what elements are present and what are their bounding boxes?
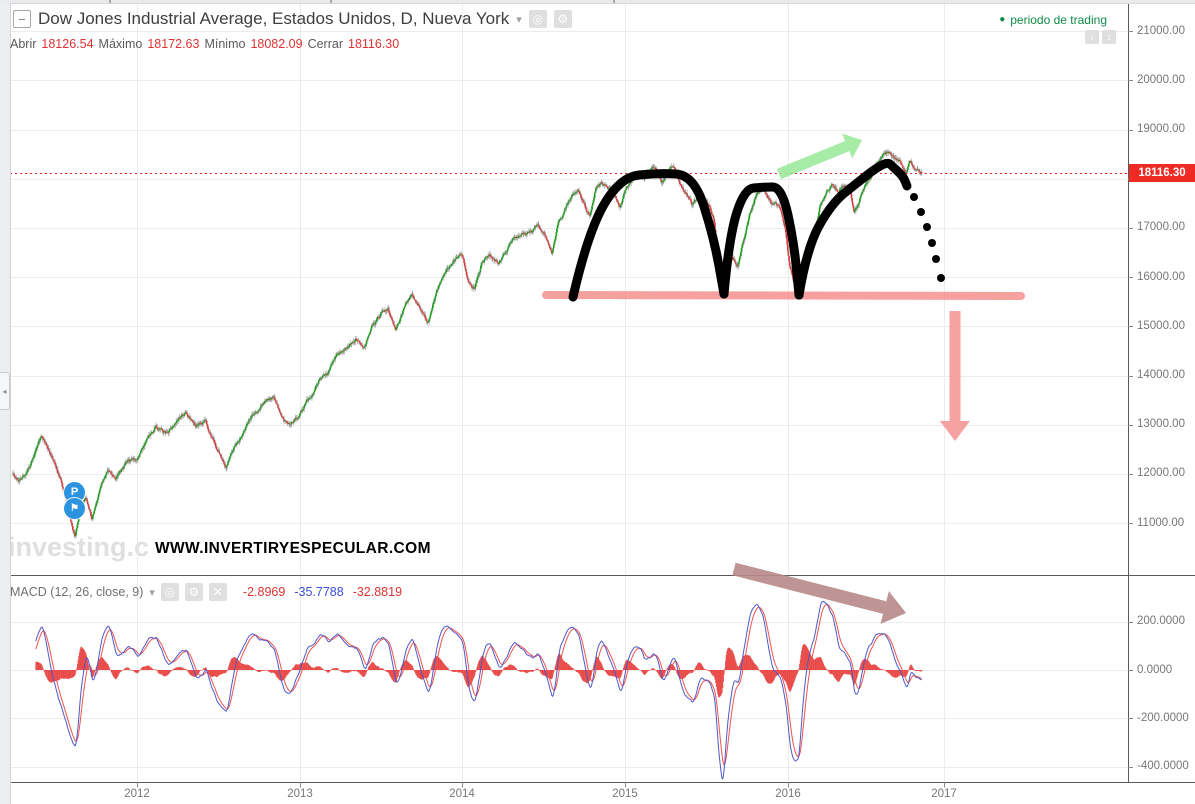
drawing-toolbar-collapsed: ◂ (0, 3, 11, 804)
macd-chevron-down-icon[interactable]: ▾ (149, 586, 155, 599)
price-axis-label: 21000.00 (1137, 24, 1185, 37)
trading-session-status: ● periodo de trading (999, 13, 1107, 27)
price-axis-label: 17000.00 (1137, 221, 1185, 234)
toolbar-expand-handle[interactable]: ◂ (0, 372, 10, 410)
flag-icon: ⚑ (70, 502, 79, 514)
open-value: 18126.54 (41, 37, 94, 51)
session-dot-icon: ● (999, 14, 1006, 25)
macd-signal-value: -32.8819 (352, 585, 403, 599)
price-axis-label: 14000.00 (1137, 369, 1185, 382)
time-axis-label: 2013 (287, 788, 313, 800)
time-axis-label: 2014 (449, 788, 475, 800)
low-value: 18082.09 (250, 37, 303, 51)
close-label: Cerrar (307, 37, 343, 51)
macd-axis-label: 200.0000 (1137, 615, 1185, 628)
handle-left-icon: ◂ (2, 386, 7, 396)
flag-event-marker[interactable]: ⚑ (64, 498, 85, 519)
price-axis-label: 15000.00 (1137, 319, 1185, 332)
site-watermark: WWW.INVERTIRYESPECULAR.COM (155, 540, 431, 557)
gear-icon[interactable]: ⚙ (553, 10, 572, 28)
time-axis-label: 2012 (124, 788, 150, 800)
dividend-event-marker[interactable]: P (64, 482, 85, 503)
price-axis-label: 13000.00 (1137, 418, 1185, 431)
macd-visibility-icon[interactable]: ◎ (160, 583, 179, 601)
ohlc-legend: Abrir 18126.54 Máximo 18172.63 Mínimo 18… (10, 37, 399, 51)
open-label: Abrir (10, 37, 37, 51)
price-axis-label: 11000.00 (1137, 516, 1185, 529)
symbol-title[interactable]: Dow Jones Industrial Average, Estados Un… (38, 9, 510, 28)
price-axis-label: 16000.00 (1137, 270, 1185, 283)
macd-line-value: -35.7788 (294, 585, 344, 599)
macd-close-icon[interactable]: ✕ (208, 583, 227, 601)
indicator-visibility-icon[interactable]: ◎ (528, 10, 547, 28)
high-value: 18172.63 (147, 37, 200, 51)
macd-header: MACD (12, 26, close, 9) ▾ ◎ ⚙ ✕ -2.8969 … (10, 583, 402, 601)
scroll-down-icon[interactable]: ↓ (1085, 30, 1099, 44)
collapse-legend-icon[interactable]: − (13, 10, 31, 28)
price-axis-label: 19000.00 (1137, 123, 1185, 136)
chart-header: − Dow Jones Industrial Average, Estados … (13, 9, 572, 29)
time-axis-label: 2016 (775, 788, 801, 800)
time-axis-label: 2017 (931, 788, 957, 800)
macd-axis-label: 0.0000 (1137, 663, 1173, 676)
time-axis-label: 2015 (612, 788, 638, 800)
low-label: Mínimo (204, 37, 246, 51)
macd-gear-icon[interactable]: ⚙ (184, 583, 203, 601)
price-axis-label: 12000.00 (1137, 467, 1185, 480)
high-label: Máximo (98, 37, 143, 51)
macd-axis-label: -400.0000 (1137, 760, 1189, 773)
auto-scale-icon[interactable]: ↕ (1102, 30, 1116, 44)
macd-values: -2.8969 -35.7788 -32.8819 (243, 585, 402, 599)
macd-label[interactable]: MACD (12, 26, close, 9) (10, 585, 144, 599)
macd-axis-label: -200.0000 (1137, 711, 1189, 724)
session-label: periodo de trading (1010, 13, 1107, 27)
price-axis-label: 20000.00 (1137, 73, 1185, 86)
p-marker-glyph: P (70, 486, 79, 498)
scale-buttons: ↓ ↕ (1085, 30, 1116, 44)
close-value: 18116.30 (348, 37, 400, 51)
top-chrome-strip (0, 0, 1195, 4)
last-price-badge: 18116.30 (1129, 164, 1195, 182)
macd-hist-value: -2.8969 (242, 585, 286, 599)
chevron-down-icon[interactable]: ▾ (516, 13, 522, 26)
